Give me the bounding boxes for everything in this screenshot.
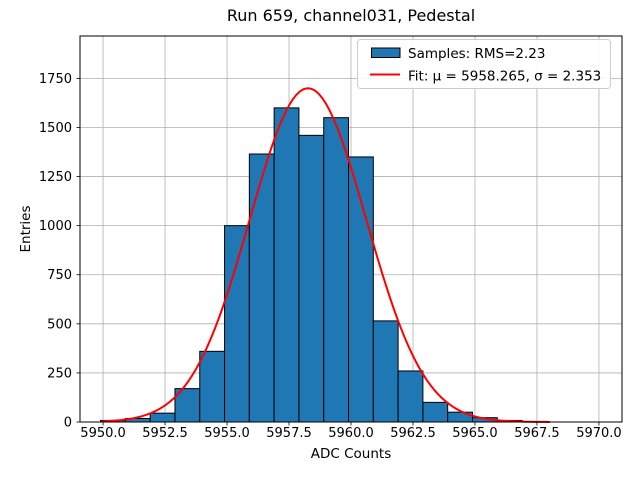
y-tick-label: 1750 bbox=[39, 72, 72, 87]
histogram-bar bbox=[348, 156, 374, 423]
x-axis-label: ADC Counts bbox=[311, 446, 391, 462]
histogram-bar bbox=[149, 412, 176, 423]
chart-title: Run 659, channel031, Pedestal bbox=[227, 6, 475, 25]
x-tick-label: 5967.5 bbox=[514, 426, 560, 441]
histogram-bar bbox=[273, 107, 300, 423]
y-tick-label: 1500 bbox=[39, 121, 72, 136]
y-tick-label: 0 bbox=[64, 416, 72, 431]
legend-box bbox=[357, 39, 611, 89]
histogram-bar bbox=[248, 153, 275, 423]
histogram-bar bbox=[199, 350, 226, 423]
x-tick-label: 5965.0 bbox=[452, 426, 498, 441]
x-tick-label: 5960.0 bbox=[328, 426, 374, 441]
x-tick-label: 5952.5 bbox=[142, 426, 188, 441]
y-tick-label: 500 bbox=[47, 317, 72, 332]
histogram-bar bbox=[397, 370, 424, 423]
legend-fit-label: Fit: μ = 5958.265, σ = 2.353 bbox=[408, 69, 601, 85]
axis-tick-labels: 5950.0 5952.5 5955.0 5957.5 5960.0 5962.5 5965… bbox=[39, 72, 622, 441]
x-tick-label: 5950.0 bbox=[80, 426, 126, 441]
y-axis-label: Entries bbox=[18, 205, 34, 252]
histogram-bar bbox=[224, 225, 250, 423]
x-tick-label: 5962.5 bbox=[390, 426, 436, 441]
y-tick-label: 1000 bbox=[39, 219, 72, 234]
x-tick-label: 5955.0 bbox=[204, 426, 250, 441]
axis-ticks bbox=[76, 78, 600, 426]
histogram-bar bbox=[298, 134, 325, 423]
histogram-bar bbox=[323, 117, 350, 423]
histogram-bar bbox=[422, 401, 449, 423]
samples-legend-swatch bbox=[371, 47, 401, 58]
x-tick-label: 5957.5 bbox=[266, 426, 312, 441]
legend: Samples: RMS=2.23 Fit: μ = 5958.265, σ =… bbox=[357, 39, 611, 89]
y-tick-label: 1250 bbox=[39, 170, 72, 185]
x-tick-label: 5970.0 bbox=[576, 426, 622, 441]
y-tick-label: 250 bbox=[47, 366, 72, 381]
y-tick-label: 750 bbox=[47, 268, 72, 283]
fit-curve bbox=[102, 87, 551, 423]
histogram-bar bbox=[372, 320, 399, 423]
axes-spines bbox=[79, 35, 623, 423]
legend-samples-label: Samples: RMS=2.23 bbox=[408, 46, 545, 62]
